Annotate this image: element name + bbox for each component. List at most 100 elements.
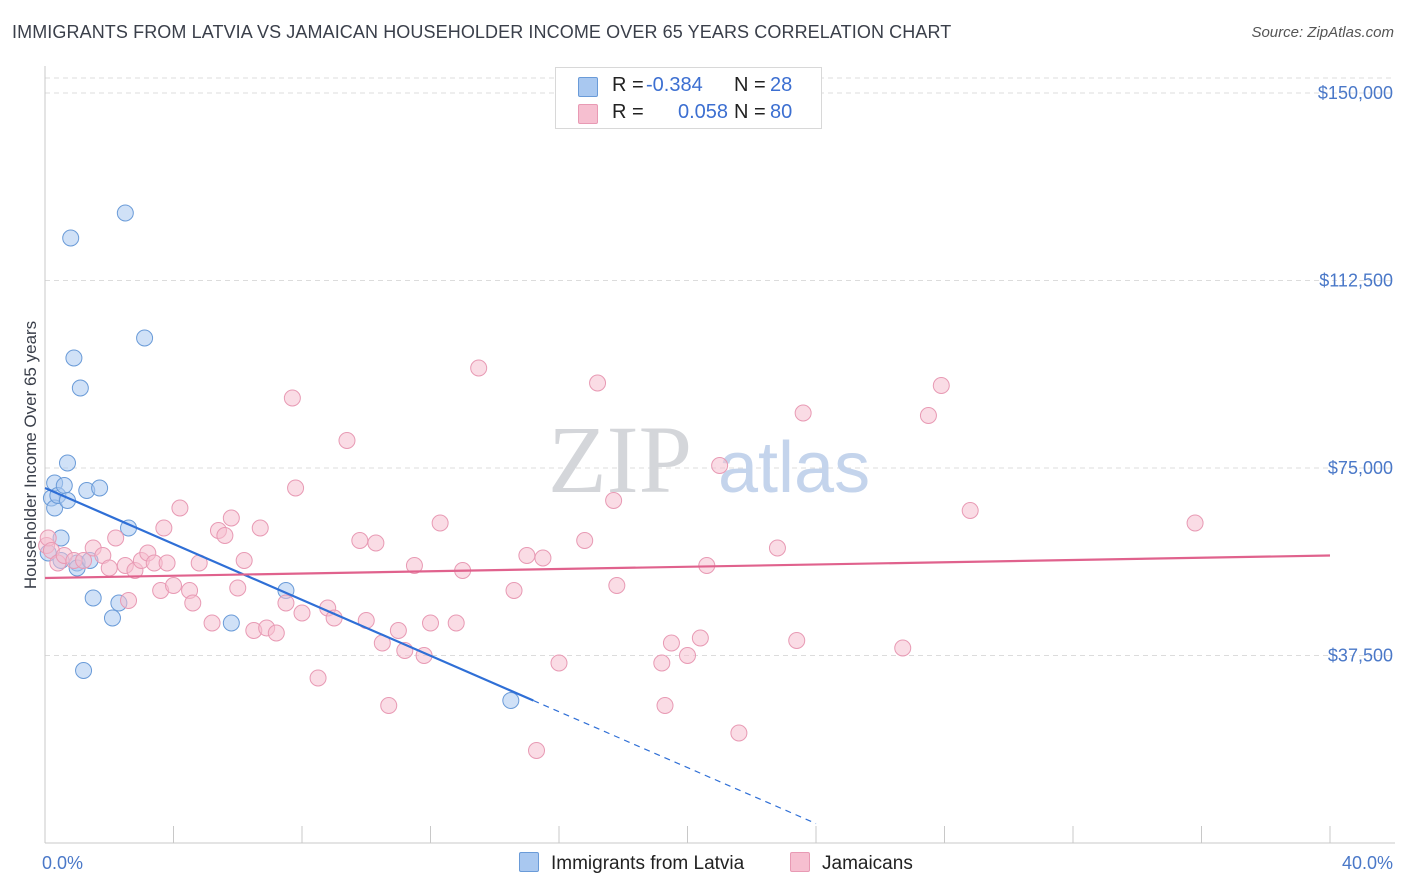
point-jamaicans	[100, 559, 118, 577]
point-jamaicans	[338, 432, 356, 449]
point-jamaicans	[788, 632, 806, 649]
point-jamaicans	[662, 634, 680, 652]
point-jamaicans	[171, 499, 189, 517]
y-tick-label: $37,500	[1328, 646, 1393, 666]
point-jamaicans	[679, 647, 696, 664]
point-jamaicans	[605, 492, 623, 509]
legend-r-label: R =	[612, 101, 644, 123]
point-jamaicans	[380, 697, 398, 714]
bottom-legend-label-jamaicans: Jamaicans	[822, 853, 913, 874]
point-jamaicans	[505, 582, 523, 599]
legend-r-label: R =	[612, 74, 644, 96]
point-jamaicans	[405, 557, 423, 574]
legend-n-label: N =	[734, 101, 766, 123]
point-jamaicans	[528, 742, 546, 759]
bottom-legend-swatch-latvia	[519, 852, 539, 872]
point-latvia	[84, 589, 102, 607]
legend-r-value-latvia: -0.384	[646, 74, 703, 96]
y-axis-title: Householder Income Over 65 years	[21, 321, 40, 589]
x-tick-label-min: 0.0%	[42, 853, 83, 873]
point-jamaicans	[203, 614, 221, 632]
watermark-atlas: atlas	[718, 428, 870, 508]
point-latvia	[62, 229, 80, 247]
point-jamaicans	[656, 697, 674, 714]
point-latvia	[136, 329, 154, 347]
legend-n-value-latvia: 28	[770, 74, 793, 96]
point-latvia	[71, 379, 89, 397]
point-jamaicans	[229, 579, 247, 597]
point-jamaicans	[351, 532, 369, 549]
point-jamaicans	[711, 457, 729, 474]
chart-title: IMMIGRANTS FROM LATVIA VS JAMAICAN HOUSE…	[12, 22, 952, 42]
point-jamaicans	[1186, 514, 1204, 532]
point-jamaicans	[932, 377, 950, 394]
x-tick-label-max: 40.0%	[1342, 853, 1393, 873]
point-jamaicans	[894, 639, 912, 657]
y-tick-label: $112,500	[1319, 271, 1393, 291]
stats-legend: R = -0.384 N = 28 R = 0.058 N = 80	[555, 67, 822, 129]
point-jamaicans	[589, 374, 607, 392]
point-jamaicans	[235, 552, 253, 569]
y-tick-label: $150,000	[1318, 83, 1393, 103]
trend-line-latvia	[44, 486, 534, 702]
point-jamaicans	[367, 534, 385, 552]
point-jamaicans	[165, 577, 182, 594]
point-jamaicans	[518, 547, 536, 564]
point-jamaicans	[184, 594, 202, 612]
legend-r-value-jamaicans: 0.058	[678, 101, 729, 123]
point-jamaicans	[251, 519, 269, 537]
gridlines	[45, 77, 1395, 656]
point-jamaicans	[277, 594, 295, 612]
point-jamaicans	[267, 624, 285, 642]
point-jamaicans	[75, 552, 93, 569]
point-jamaicans	[550, 654, 568, 672]
point-jamaicans	[961, 502, 979, 519]
axes	[44, 66, 1395, 844]
point-jamaicans	[287, 479, 305, 497]
point-jamaicans	[107, 529, 125, 547]
point-latvia	[502, 692, 520, 709]
bottom-legend-label-latvia: Immigrants from Latvia	[551, 853, 745, 874]
point-jamaicans	[691, 629, 709, 647]
legend-swatch-latvia	[578, 77, 598, 97]
trend-extension-latvia	[533, 699, 817, 825]
point-jamaicans	[222, 509, 240, 527]
point-jamaicans	[216, 527, 234, 544]
series-layer	[38, 204, 1331, 825]
point-jamaicans	[293, 604, 311, 622]
point-jamaicans	[768, 539, 786, 557]
point-jamaicans	[730, 724, 748, 742]
legend-n-value-jamaicans: 80	[770, 101, 793, 123]
point-jamaicans	[608, 577, 626, 594]
point-jamaicans	[919, 407, 937, 424]
point-jamaicans	[309, 669, 327, 687]
legend-n-label: N =	[734, 74, 766, 96]
point-latvia	[222, 614, 240, 632]
point-latvia	[58, 454, 76, 472]
watermark: ZIP atlas	[548, 406, 870, 513]
trend-line-jamaicans	[44, 554, 1331, 580]
point-latvia	[91, 479, 109, 497]
point-jamaicans	[431, 514, 449, 532]
point-jamaicans	[794, 404, 812, 422]
point-jamaicans	[158, 554, 176, 572]
point-latvia	[116, 204, 134, 222]
point-jamaicans	[470, 359, 488, 377]
point-jamaicans	[576, 532, 594, 549]
source-credit: Source: ZipAtlas.com	[1251, 24, 1394, 41]
legend-swatch-jamaicans	[578, 104, 598, 124]
point-latvia	[103, 609, 121, 627]
point-jamaicans	[653, 654, 671, 672]
tick-labels: $37,500 $75,000 $112,500 $150,000 0.0% 40.0%	[42, 83, 1393, 873]
bottom-legend-jamaicans: Jamaicans	[790, 852, 913, 875]
point-latvia	[65, 349, 83, 367]
point-jamaicans	[447, 614, 465, 632]
point-latvia	[75, 662, 93, 679]
point-latvia	[55, 477, 73, 494]
bottom-legend-swatch-jamaicans	[790, 852, 810, 872]
bottom-legend-latvia: Immigrants from Latvia	[519, 852, 744, 875]
point-jamaicans	[155, 519, 173, 537]
point-jamaicans	[120, 592, 138, 609]
point-jamaicans	[534, 549, 552, 567]
